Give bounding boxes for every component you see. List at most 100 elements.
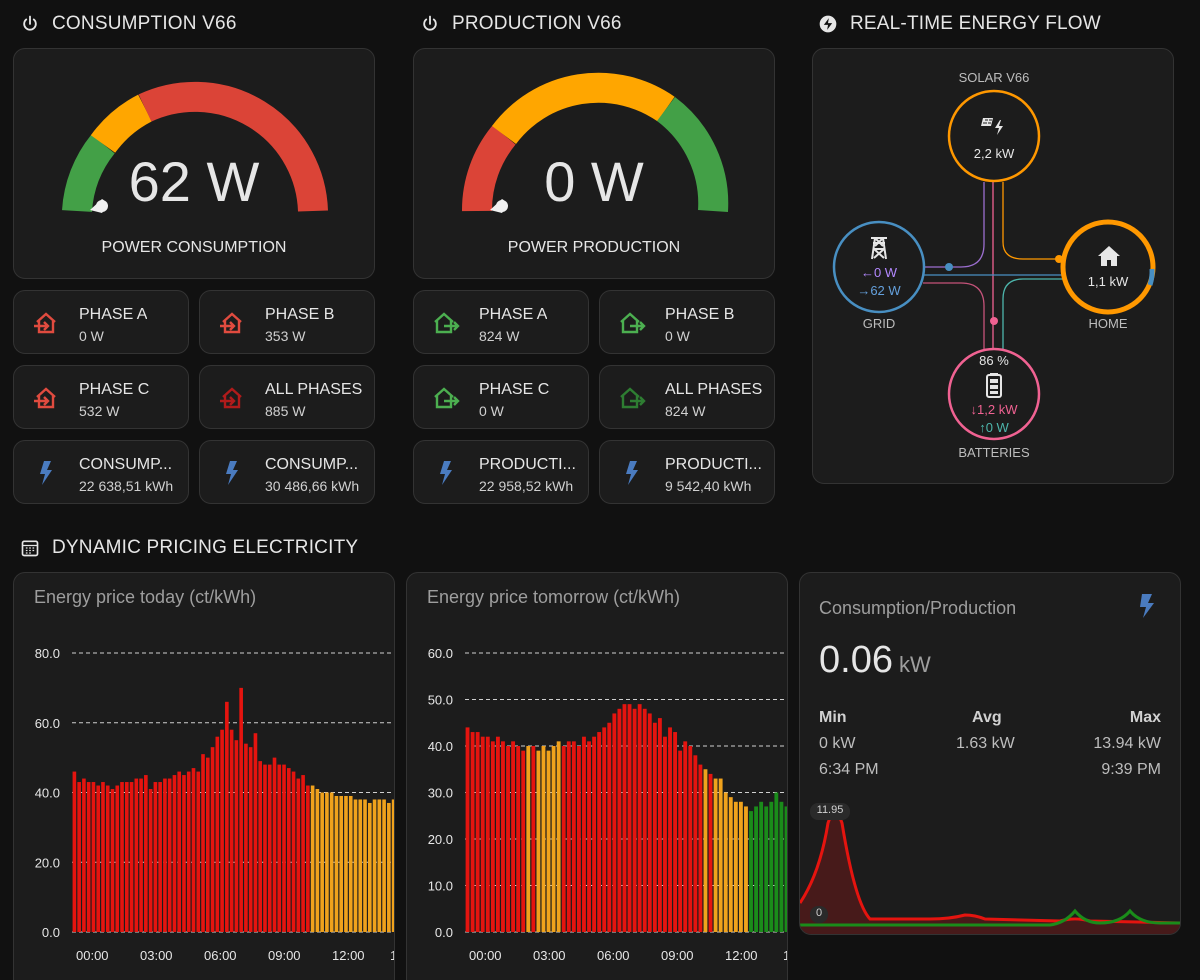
price-bar — [475, 732, 480, 932]
price-today-chart: 80.0 60.0 40.0 20.0 0.0 00:00 03:00 06:00 09:00 1… — [35, 646, 395, 963]
price-bar — [258, 761, 263, 932]
tile-all-phases-3[interactable]: ALL PHASES 885 W — [199, 365, 375, 429]
solar-panel-icon — [981, 118, 1003, 135]
price-bar — [101, 782, 105, 932]
price-bar — [225, 701, 229, 932]
price-bar — [358, 799, 363, 932]
tile-value: 0 W — [479, 403, 504, 419]
x-tick-label: 00:00 — [76, 948, 109, 963]
consumption-gauge-card[interactable]: 62 W POWER CONSUMPTION — [13, 48, 375, 279]
consumption-gauge — [62, 81, 328, 213]
price-bar — [148, 789, 153, 932]
tile-name: CONSUMP... — [265, 456, 359, 473]
tile-phase-c-2[interactable]: PHASE C 532 W — [13, 365, 189, 429]
lightning-icon — [1140, 594, 1154, 618]
price-today-card[interactable]: Energy price today (ct/kWh) 80.0 60.0 40.0… — [13, 572, 395, 980]
x-tick-label: 15: — [390, 948, 395, 963]
tile-name: PHASE B — [265, 306, 335, 323]
price-bar — [582, 736, 586, 932]
price-bar — [239, 687, 243, 932]
consumption-title-text: CONSUMPTION V66 — [52, 13, 237, 34]
tile-phase-a-0[interactable]: PHASE A 824 W — [413, 290, 589, 354]
price-bar — [186, 771, 191, 932]
tile-value: 30 486,66 kWh — [265, 478, 360, 494]
price-bar — [372, 799, 377, 932]
solar-label: SOLAR V66 — [958, 70, 1030, 85]
cp-max-value: 13.94 kW — [1093, 735, 1161, 752]
price-bar — [248, 747, 253, 932]
price-bar — [657, 718, 662, 932]
lightning-icon — [32, 459, 60, 487]
production-section-title: PRODUCTION V66 — [420, 13, 622, 35]
tile-name: PRODUCTI... — [479, 456, 576, 473]
pricing-title-text: DYNAMIC PRICING ELECTRICITY — [52, 537, 359, 558]
price-bar — [501, 741, 505, 932]
x-tick-label: 06:00 — [204, 948, 237, 963]
tile-value: 532 W — [79, 403, 120, 419]
tile-value: 824 W — [665, 403, 706, 419]
energy-flow-card[interactable]: SOLAR V66 2,2 kW ←0 W →62 W GRID 1,1 kW … — [812, 48, 1174, 484]
price-bar — [120, 782, 124, 932]
home-value: 1,1 kW — [1087, 274, 1129, 289]
price-bar — [220, 729, 224, 932]
tile-producti--5[interactable]: PRODUCTI... 9 542,40 kWh — [599, 440, 775, 504]
transmission-import-icon — [218, 309, 246, 337]
price-bar — [754, 806, 759, 932]
price-bar — [592, 736, 597, 932]
price-bar — [536, 750, 541, 932]
solar-value: 2,2 kW — [973, 146, 1015, 161]
tile-value: 353 W — [265, 328, 306, 344]
tile-consump--5[interactable]: CONSUMP... 30 486,66 kWh — [199, 440, 375, 504]
price-bar — [683, 741, 688, 932]
price-bar — [688, 746, 693, 932]
tile-name: PHASE B — [665, 306, 735, 323]
consumption-production-card[interactable]: Consumption/Production 0.06 kW Min Avg M… — [799, 572, 1181, 935]
price-bar — [632, 708, 637, 932]
tile-phase-b-1[interactable]: PHASE B 0 W — [599, 290, 775, 354]
cp-peak-badge — [810, 803, 850, 820]
price-bar — [561, 746, 566, 932]
cp-max-time: 9:39 PM — [1101, 761, 1161, 778]
price-tomorrow-card[interactable]: Energy price tomorrow (ct/kWh) 60.0 50.0 4… — [406, 572, 788, 980]
energy-flow-title-text: REAL-TIME ENERGY FLOW — [850, 13, 1101, 34]
price-bar — [286, 768, 291, 932]
price-bar — [110, 789, 115, 932]
price-bar — [306, 785, 310, 932]
tile-all-phases-3[interactable]: ALL PHASES 824 W — [599, 365, 775, 429]
price-bar — [387, 802, 391, 932]
power-icon — [423, 15, 437, 31]
consumption-gauge-label: POWER CONSUMPTION — [101, 239, 287, 256]
price-bar — [320, 792, 324, 932]
price-bar — [526, 746, 531, 932]
price-bar — [571, 741, 576, 932]
price-bar — [210, 747, 215, 932]
tile-value: 885 W — [265, 403, 306, 419]
tile-phase-c-2[interactable]: PHASE C 0 W — [413, 365, 589, 429]
cp-avg-value: 1.63 kW — [956, 735, 1015, 752]
price-bar — [263, 764, 267, 932]
tile-phase-a-0[interactable]: PHASE A 0 W — [13, 290, 189, 354]
cp-zero-badge — [810, 906, 828, 923]
price-bar — [495, 736, 500, 932]
y-tick-label: 0.0 — [42, 925, 60, 940]
price-bar — [506, 746, 510, 932]
tile-producti--4[interactable]: PRODUCTI... 22 958,52 kWh — [413, 440, 589, 504]
price-bar — [196, 771, 201, 932]
cp-production-line — [800, 908, 1180, 927]
price-bar — [353, 799, 358, 932]
price-bar — [391, 799, 394, 932]
price-bar — [77, 782, 81, 932]
y-tick-label: 40.0 — [35, 786, 60, 801]
price-tomorrow-title: Energy price tomorrow (ct/kWh) — [427, 587, 681, 607]
price-bar — [182, 775, 186, 932]
tile-phase-b-1[interactable]: PHASE B 353 W — [199, 290, 375, 354]
price-bar — [612, 713, 617, 932]
price-bar — [678, 750, 683, 932]
price-bar — [470, 732, 475, 932]
price-bar — [172, 775, 177, 932]
tile-consump--4[interactable]: CONSUMP... 22 638,51 kWh — [13, 440, 189, 504]
price-bar — [139, 778, 143, 932]
transmission-tower-icon — [871, 237, 887, 260]
production-gauge-card[interactable]: 0 W POWER PRODUCTION — [413, 48, 775, 279]
y-tick-label: 0.0 — [435, 925, 453, 940]
